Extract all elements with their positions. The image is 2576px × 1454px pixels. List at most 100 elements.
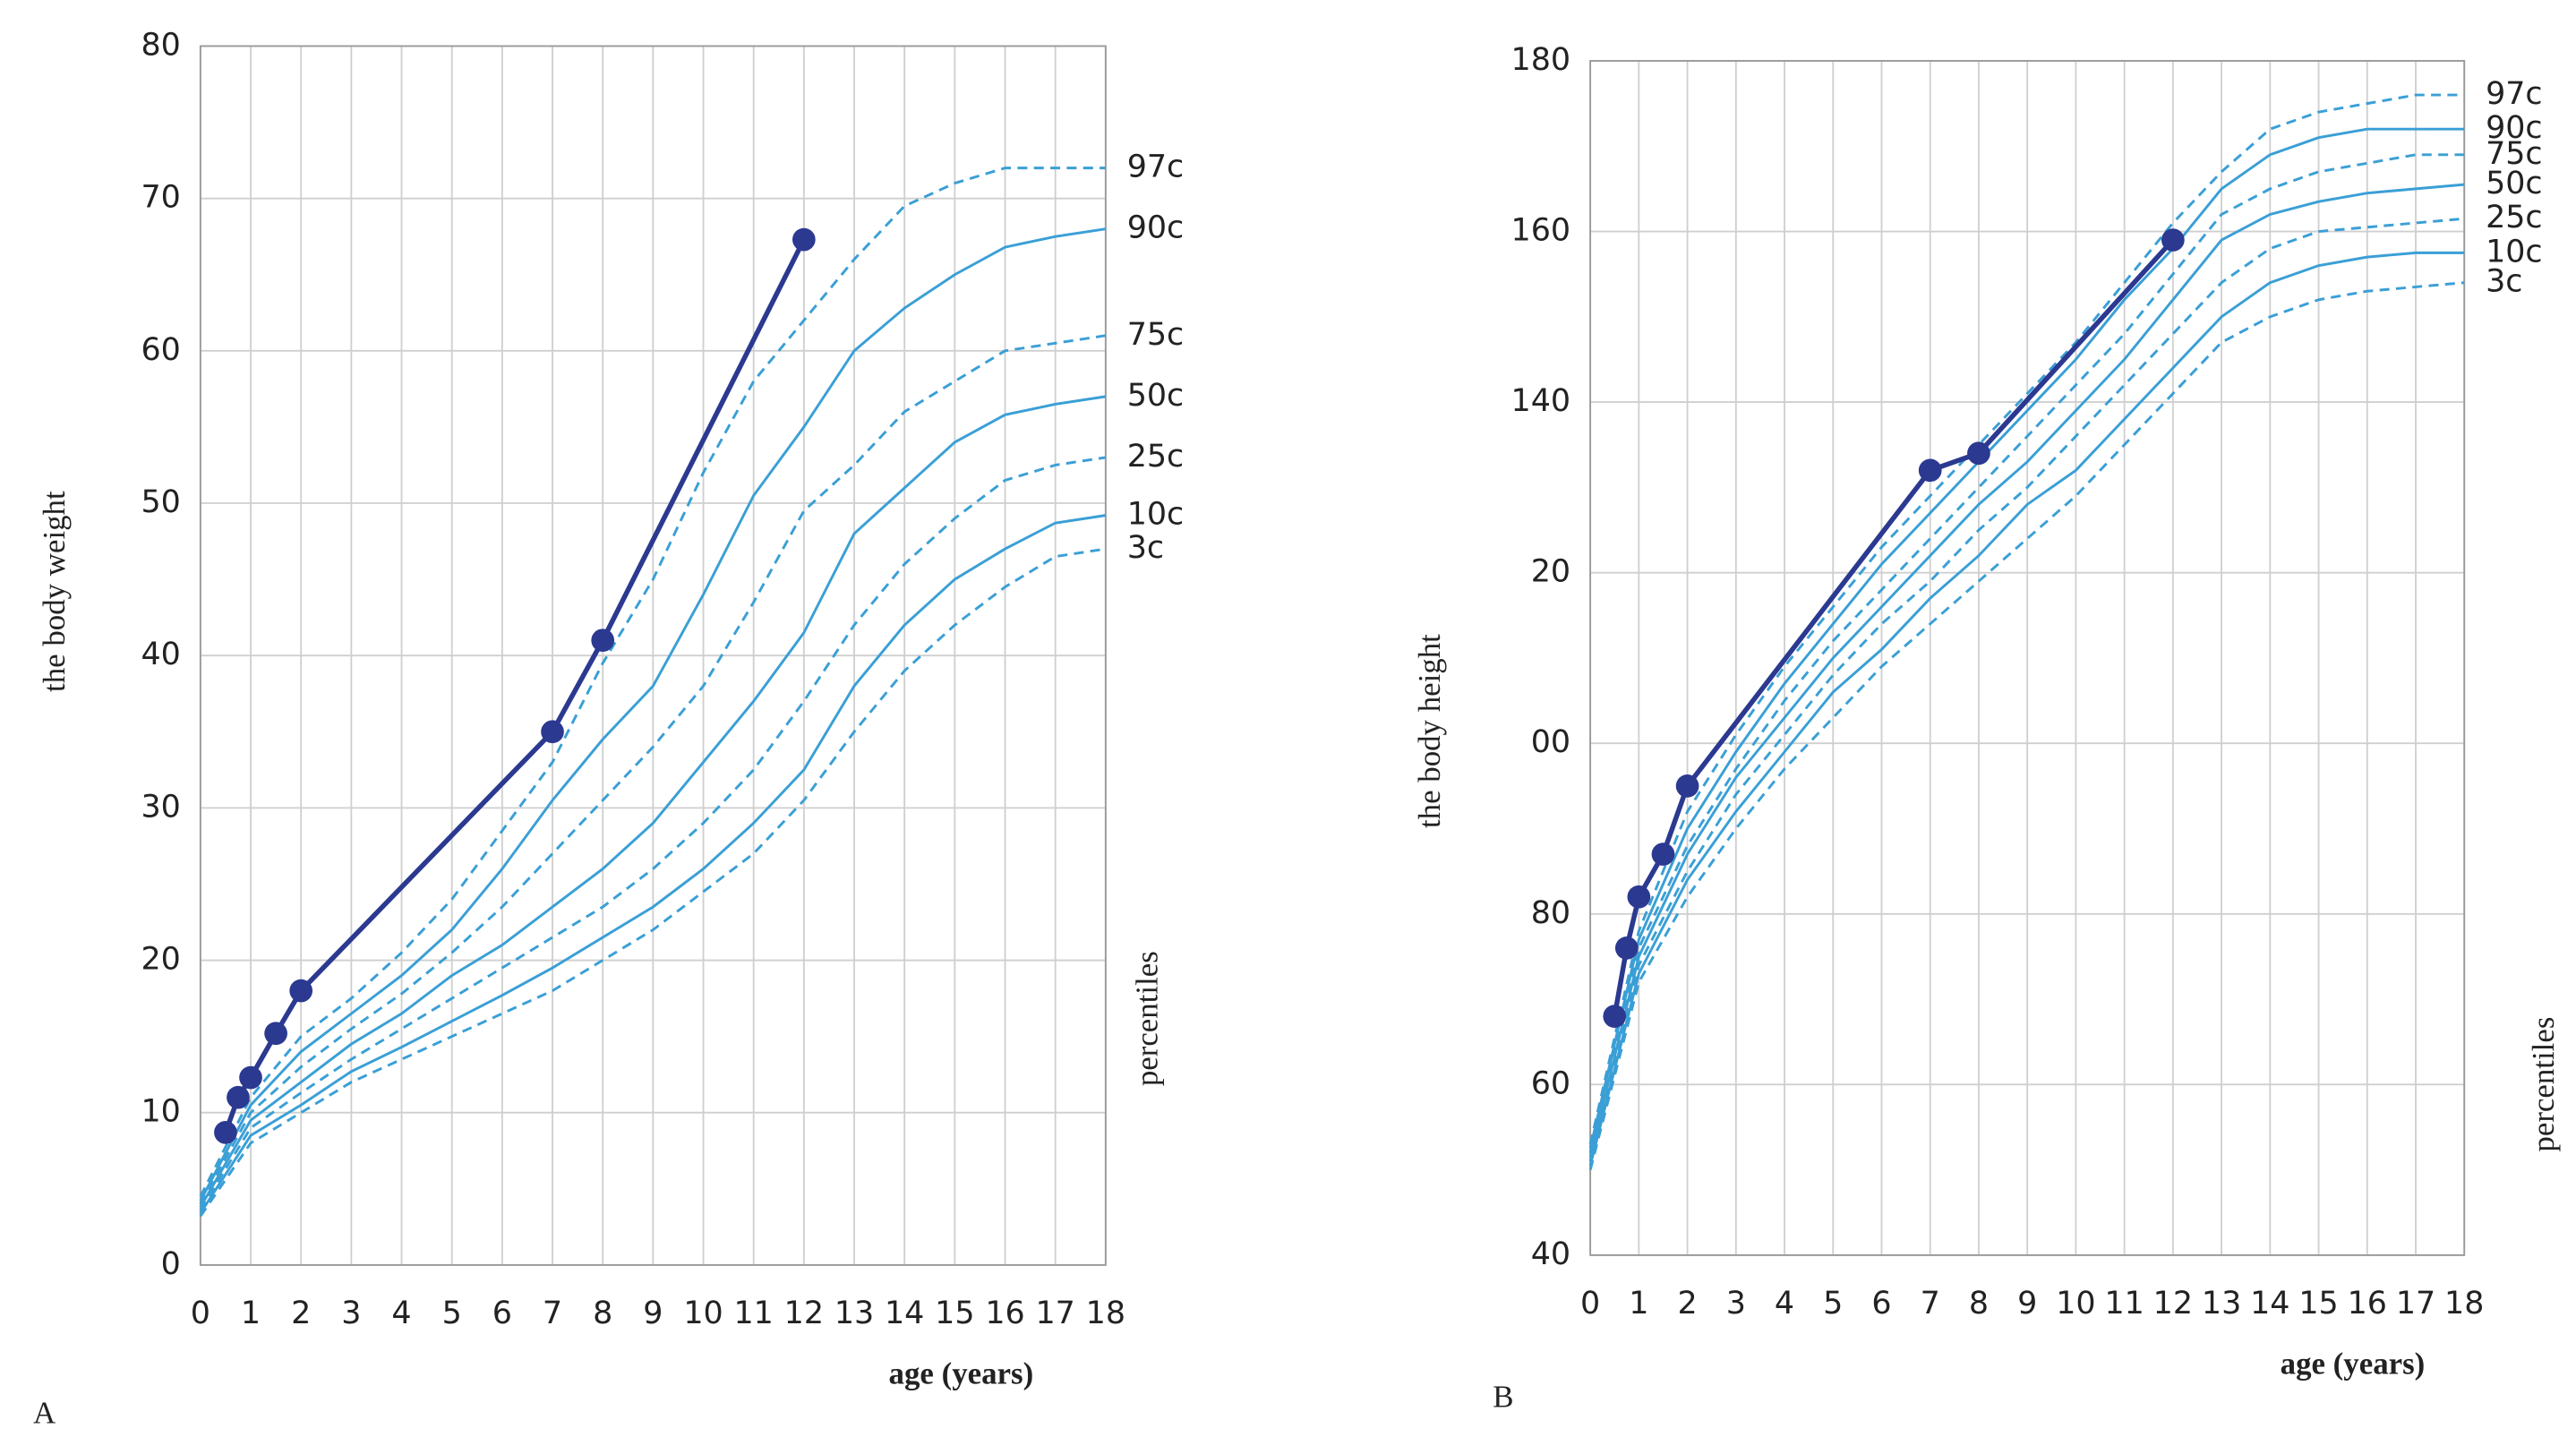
y-tick-label: 0 bbox=[161, 1246, 181, 1282]
legend-label: 97c bbox=[2486, 76, 2543, 112]
x-axis-label: age (years) bbox=[2281, 1347, 2426, 1381]
series-line bbox=[1588, 217, 2465, 1162]
y-tick-label: 80 bbox=[141, 27, 180, 63]
x-tick-label: 16 bbox=[2348, 1286, 2387, 1321]
series-line bbox=[1588, 127, 2465, 1150]
data-point bbox=[1651, 842, 1675, 866]
series-line bbox=[199, 514, 1107, 1214]
y-axis-label: the body weight bbox=[37, 491, 72, 692]
y-tick-label: 80 bbox=[1531, 895, 1570, 931]
x-tick-label: 5 bbox=[1823, 1286, 1843, 1321]
x-tick-label: 7 bbox=[543, 1296, 562, 1331]
y-tick-label: 00 bbox=[1531, 724, 1570, 760]
series-line bbox=[199, 167, 1106, 1197]
panel-label: B bbox=[1493, 1379, 1513, 1414]
x-tick-label: 12 bbox=[2153, 1286, 2193, 1321]
annotation: percentiles bbox=[2526, 1017, 2561, 1152]
y-tick-label: 60 bbox=[1531, 1065, 1570, 1101]
legend-label: 75c bbox=[2486, 136, 2543, 172]
y-axis-label: the body height bbox=[1412, 634, 1447, 828]
x-tick-label: 1 bbox=[241, 1296, 261, 1331]
legend-label: 50c bbox=[1127, 378, 1185, 414]
data-point bbox=[239, 1065, 262, 1090]
x-tick-label: 0 bbox=[1580, 1286, 1600, 1321]
series-line bbox=[1588, 93, 2465, 1145]
legend-label: 50c bbox=[2486, 166, 2543, 201]
x-tick-label: 14 bbox=[2250, 1286, 2289, 1321]
data-point bbox=[1918, 458, 1942, 483]
data-point bbox=[1967, 441, 1990, 466]
x-tick-label: 2 bbox=[291, 1296, 311, 1331]
data-point bbox=[2161, 228, 2185, 252]
x-tick-label: 10 bbox=[2056, 1286, 2095, 1321]
data-point bbox=[1614, 937, 1639, 960]
x-tick-label: 10 bbox=[683, 1296, 723, 1331]
data-point bbox=[264, 1022, 287, 1046]
x-tick-label: 5 bbox=[442, 1296, 462, 1331]
x-tick-label: 3 bbox=[341, 1296, 361, 1331]
x-tick-label: 6 bbox=[492, 1296, 512, 1331]
x-tick-label: 7 bbox=[1921, 1286, 1940, 1321]
series-line bbox=[1588, 281, 2465, 1170]
x-tick-label: 3 bbox=[1726, 1286, 1746, 1321]
data-point bbox=[289, 979, 313, 1003]
data-point bbox=[792, 227, 816, 252]
panel-label: A bbox=[33, 1396, 56, 1431]
series-line bbox=[199, 395, 1107, 1208]
x-tick-label: 9 bbox=[643, 1296, 663, 1331]
x-tick-label: 15 bbox=[2298, 1286, 2338, 1321]
legend-label: 97c bbox=[1127, 150, 1185, 185]
data-point bbox=[591, 629, 615, 653]
x-tick-label: 4 bbox=[391, 1296, 411, 1331]
x-tick-label: 18 bbox=[1086, 1296, 1125, 1331]
x-tick-label: 9 bbox=[2017, 1286, 2037, 1321]
x-tick-label: 6 bbox=[1871, 1286, 1891, 1321]
series-line bbox=[1588, 153, 2465, 1153]
legend-label: 3c bbox=[2486, 264, 2522, 300]
x-tick-label: 8 bbox=[1969, 1286, 1989, 1321]
x-tick-label: 2 bbox=[1677, 1286, 1697, 1321]
plot-frame bbox=[1589, 60, 2466, 1256]
x-tick-label: 17 bbox=[1035, 1296, 1074, 1331]
x-tick-label: 13 bbox=[834, 1296, 874, 1331]
legend-label: 75c bbox=[1127, 317, 1185, 353]
x-tick-label: 11 bbox=[733, 1296, 773, 1331]
x-tick-label: 18 bbox=[2444, 1286, 2484, 1321]
series-line bbox=[199, 227, 1107, 1202]
x-tick-label: 13 bbox=[2202, 1286, 2241, 1321]
x-tick-label: 15 bbox=[935, 1296, 974, 1331]
x-tick-label: 11 bbox=[2104, 1286, 2144, 1321]
x-tick-label: 4 bbox=[1775, 1286, 1794, 1321]
data-point bbox=[541, 720, 564, 744]
y-tick-label: 180 bbox=[1511, 42, 1571, 78]
x-tick-label: 1 bbox=[1629, 1286, 1648, 1321]
y-tick-label: 70 bbox=[141, 180, 180, 216]
data-point bbox=[1627, 885, 1651, 909]
data-point bbox=[214, 1121, 237, 1144]
legend-label: 10c bbox=[2486, 234, 2543, 269]
series-line bbox=[199, 334, 1107, 1205]
y-tick-label: 50 bbox=[141, 484, 180, 520]
plot-frame bbox=[199, 45, 1107, 1266]
legend-label: 90c bbox=[2486, 110, 2543, 146]
series-line bbox=[199, 547, 1107, 1218]
series-line bbox=[1588, 183, 2465, 1158]
x-tick-label: 16 bbox=[985, 1296, 1024, 1331]
y-tick-label: 140 bbox=[1511, 383, 1571, 419]
legend-label: 25c bbox=[1127, 439, 1185, 475]
x-tick-label: 12 bbox=[784, 1296, 824, 1331]
y-tick-label: 40 bbox=[141, 637, 180, 672]
y-tick-label: 20 bbox=[1531, 554, 1570, 590]
x-tick-label: 17 bbox=[2396, 1286, 2435, 1321]
data-point bbox=[1603, 1005, 1627, 1028]
data-point bbox=[227, 1085, 250, 1109]
x-axis-label: age (years) bbox=[889, 1356, 1034, 1391]
series-line bbox=[199, 456, 1107, 1211]
annotation: percentiles bbox=[1129, 951, 1164, 1086]
x-tick-label: 14 bbox=[885, 1296, 924, 1331]
series-line bbox=[1612, 238, 2175, 1017]
x-tick-label: 0 bbox=[191, 1296, 210, 1331]
legend-label: 10c bbox=[1127, 497, 1185, 533]
y-tick-label: 60 bbox=[141, 332, 180, 368]
